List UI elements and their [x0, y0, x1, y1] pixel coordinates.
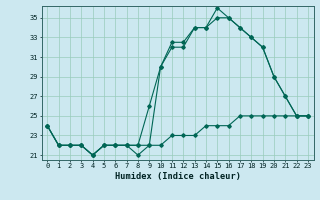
X-axis label: Humidex (Indice chaleur): Humidex (Indice chaleur): [115, 172, 241, 181]
